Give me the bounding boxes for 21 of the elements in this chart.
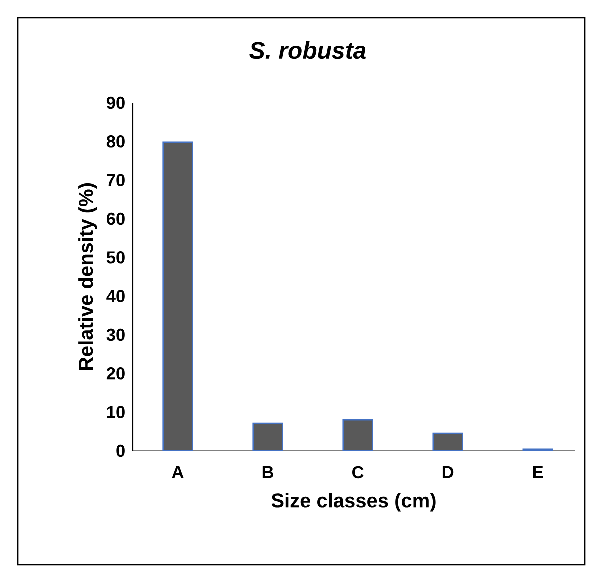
y-tick-label: 90 (106, 96, 125, 110)
x-axis-title: Size classes (cm) (272, 493, 436, 512)
y-tick-label: 20 (106, 368, 125, 380)
x-tick-label: A (172, 466, 184, 478)
chart-title: S. robusta (250, 42, 366, 60)
bar (162, 142, 194, 451)
x-tick-label: E (533, 466, 544, 478)
x-tick-label: D (442, 466, 454, 478)
x-tick-label: B (262, 466, 274, 478)
y-tick-label: 60 (106, 212, 125, 226)
y-tick-label: 0 (116, 444, 125, 458)
y-tick-label: 40 (106, 290, 125, 302)
y-axis-title: Relative density (%) (78, 184, 98, 370)
y-tick-label: 30 (106, 328, 125, 342)
bar (252, 422, 284, 451)
y-tick-label: 10 (107, 406, 125, 418)
x-tick-label: C (352, 466, 364, 479)
bar (342, 419, 374, 451)
y-tick-label: 70 (107, 174, 125, 186)
y-tick-label: 80 (106, 136, 125, 148)
y-tick-label: 50 (106, 252, 125, 264)
